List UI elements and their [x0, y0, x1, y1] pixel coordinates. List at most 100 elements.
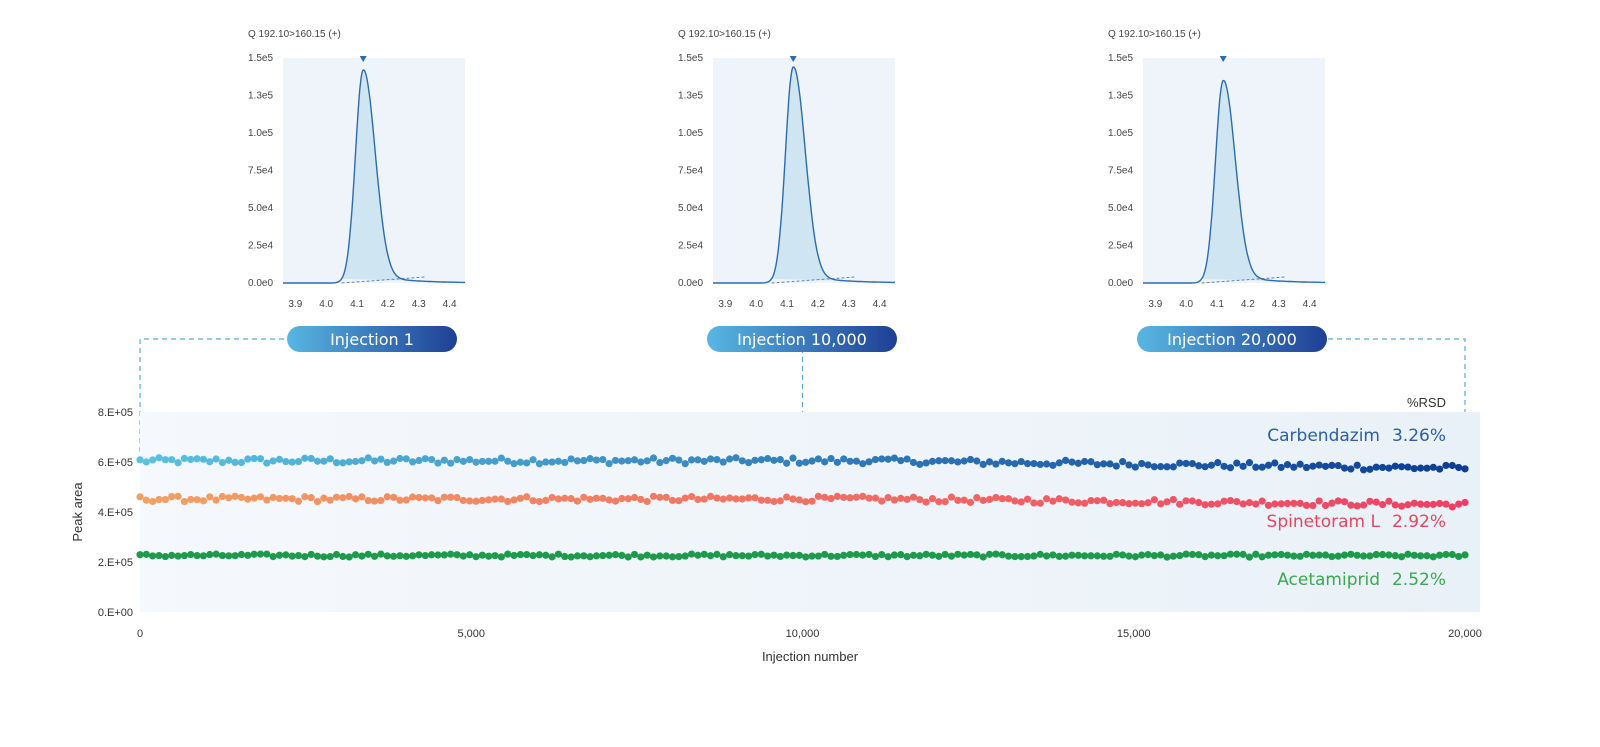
data-point-spinetoram: [466, 497, 474, 505]
data-point-carbendazim: [1372, 463, 1380, 471]
data-point-spinetoram: [827, 494, 835, 503]
data-point-carbendazim: [1233, 459, 1241, 467]
data-point-carbendazim: [1353, 461, 1361, 469]
data-point-spinetoram: [1372, 498, 1380, 506]
data-point-spinetoram: [694, 495, 702, 504]
data-point-acetamiprid: [168, 551, 176, 559]
data-point-spinetoram: [1271, 500, 1279, 508]
data-point-spinetoram: [947, 493, 956, 501]
data-point-carbendazim: [1093, 461, 1101, 469]
data-point-carbendazim: [510, 460, 518, 468]
data-point-spinetoram: [637, 495, 645, 504]
chromatogram-x-tick: 4.3: [412, 299, 426, 310]
data-point-carbendazim: [1398, 463, 1406, 471]
data-point-spinetoram: [802, 498, 810, 506]
data-point-carbendazim: [871, 455, 880, 464]
data-point-carbendazim: [776, 455, 784, 464]
data-point-carbendazim: [979, 460, 987, 469]
data-point-acetamiprid: [586, 553, 594, 561]
data-point-carbendazim: [516, 458, 524, 466]
data-point-spinetoram: [1423, 500, 1431, 509]
data-point-acetamiprid: [947, 552, 956, 560]
chromatogram-x-tick: 4.4: [1303, 299, 1317, 310]
data-point-spinetoram: [687, 493, 696, 501]
data-point-carbendazim: [719, 458, 727, 466]
data-point-acetamiprid: [358, 552, 366, 560]
data-point-carbendazim: [389, 457, 398, 465]
data-point-carbendazim: [637, 458, 645, 466]
data-point-acetamiprid: [1011, 552, 1019, 561]
data-point-spinetoram: [421, 494, 429, 502]
data-point-acetamiprid: [1201, 553, 1209, 561]
x-axis-ticks: 0 5,000 10,000 15,000 20,000: [137, 628, 1482, 640]
data-point-acetamiprid: [326, 552, 334, 561]
data-point-carbendazim: [1436, 465, 1444, 473]
data-point-carbendazim: [649, 454, 658, 462]
chromatogram-y-tick: 1.3e5: [248, 91, 273, 102]
data-point-spinetoram: [706, 492, 715, 501]
data-point-spinetoram: [852, 493, 860, 501]
data-point-carbendazim: [1106, 460, 1114, 468]
data-point-spinetoram: [954, 496, 962, 504]
data-point-carbendazim: [288, 458, 296, 466]
chromatogram-y-tick: 7.5e4: [1108, 166, 1133, 177]
data-point-acetamiprid: [1157, 551, 1165, 559]
data-point-carbendazim: [1359, 466, 1368, 474]
data-point-acetamiprid: [174, 552, 182, 560]
data-point-spinetoram: [1347, 501, 1355, 509]
x-tick-label: 20,000: [1448, 628, 1482, 640]
data-point-carbendazim: [402, 455, 410, 463]
data-point-acetamiprid: [827, 552, 835, 560]
data-point-spinetoram: [453, 493, 461, 502]
data-point-acetamiprid: [1068, 551, 1076, 559]
data-point-carbendazim: [1074, 459, 1082, 467]
data-point-spinetoram: [998, 495, 1006, 503]
data-point-carbendazim: [1340, 464, 1349, 472]
data-point-carbendazim: [168, 456, 176, 464]
data-point-acetamiprid: [1023, 552, 1032, 561]
data-point-acetamiprid: [472, 553, 480, 561]
data-point-spinetoram: [351, 495, 360, 503]
data-point-acetamiprid: [833, 552, 841, 561]
data-point-carbendazim: [1264, 461, 1273, 469]
data-point-acetamiprid: [1302, 550, 1311, 558]
data-point-acetamiprid: [161, 552, 169, 561]
data-point-carbendazim: [1169, 463, 1177, 471]
chromatogram-x-tick: 4.2: [1241, 299, 1255, 310]
data-point-spinetoram: [592, 494, 601, 502]
data-point-spinetoram: [370, 497, 379, 505]
data-point-carbendazim: [1448, 461, 1456, 470]
data-point-acetamiprid: [700, 550, 708, 558]
x-tick-label: 15,000: [1117, 628, 1151, 640]
data-point-acetamiprid: [1061, 552, 1070, 560]
data-point-spinetoram: [897, 494, 905, 502]
data-point-spinetoram: [275, 494, 284, 503]
data-point-spinetoram: [1106, 499, 1114, 508]
chromatogram-x-tick: 4.1: [780, 299, 794, 310]
data-point-spinetoram: [764, 496, 772, 504]
data-point-spinetoram: [1195, 498, 1203, 507]
data-point-spinetoram: [1315, 497, 1323, 505]
data-point-spinetoram: [713, 494, 721, 502]
data-point-carbendazim: [1144, 461, 1152, 469]
data-point-spinetoram: [795, 496, 803, 504]
data-point-carbendazim: [396, 454, 404, 463]
data-point-carbendazim: [966, 455, 975, 464]
data-point-spinetoram: [1100, 496, 1108, 504]
data-point-acetamiprid: [1125, 552, 1133, 560]
data-point-spinetoram: [155, 495, 163, 504]
data-point-acetamiprid: [706, 552, 715, 560]
data-point-acetamiprid: [1106, 552, 1114, 560]
data-point-acetamiprid: [466, 551, 474, 559]
data-point-spinetoram: [345, 492, 353, 501]
chromatogram-x-tick: 4.0: [1179, 299, 1193, 310]
data-point-spinetoram: [301, 493, 309, 501]
chromatogram-x-tick: 3.9: [288, 299, 302, 310]
data-point-carbendazim: [1023, 460, 1032, 468]
data-point-spinetoram: [199, 497, 207, 505]
data-point-carbendazim: [960, 457, 968, 465]
data-point-spinetoram: [1068, 498, 1076, 506]
data-point-acetamiprid: [1448, 550, 1456, 559]
data-point-spinetoram: [1264, 501, 1273, 509]
